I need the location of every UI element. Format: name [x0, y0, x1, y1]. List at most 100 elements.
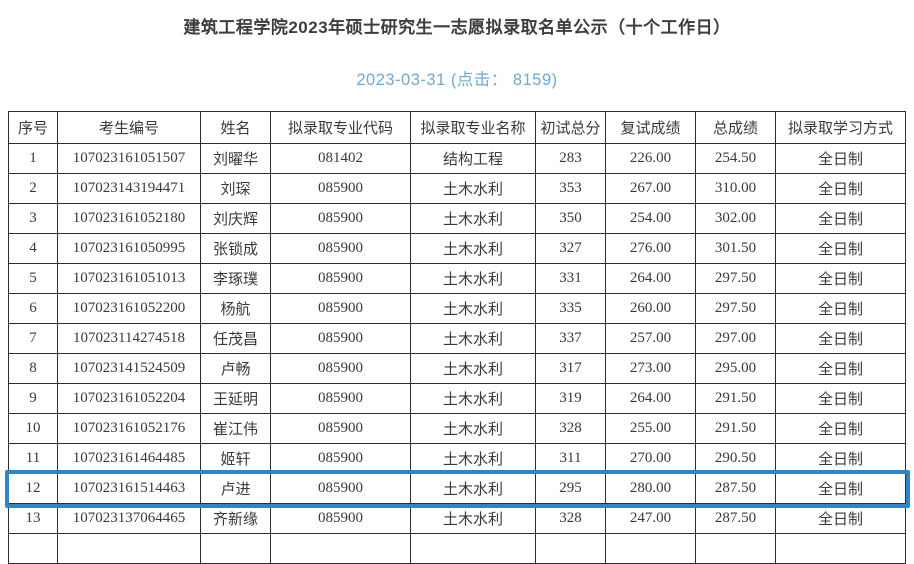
- table-row: 12 107023161514463 卢进 085900 土木水利 295 280.00 28…: [8, 473, 906, 504]
- table-row-partial: [8, 533, 906, 564]
- table-cell: 3: [8, 203, 58, 234]
- table-cell: 295: [535, 473, 606, 504]
- table-cell: 085900: [270, 263, 411, 294]
- table-cell: 全日制: [775, 263, 906, 294]
- table-cell: 295.00: [695, 353, 776, 384]
- table-cell: 全日制: [775, 503, 906, 534]
- column-header: 初试总分: [535, 111, 606, 144]
- table-cell: 107023161514463: [57, 473, 201, 504]
- table-cell: 353: [535, 173, 606, 204]
- table-row: 2 107023143194471 刘琛 085900 土木水利 353 267.00 310…: [8, 173, 906, 204]
- table-cell: 107023161050995: [57, 233, 201, 264]
- table-cell: 328: [535, 413, 606, 444]
- table-cell: 8: [8, 353, 58, 384]
- table-cell: 291.50: [695, 383, 776, 414]
- table-row: 11 107023161464485 姬轩 085900 土木水利 311 270.00 29…: [8, 443, 906, 474]
- table-cell: 齐新缘: [200, 503, 271, 534]
- column-header: 拟录取专业代码: [270, 111, 411, 144]
- page-title: 建筑工程学院2023年硕士研究生一志愿拟录取名单公示（十个工作日）: [183, 18, 731, 37]
- table-cell: 297.00: [695, 323, 776, 354]
- table-cell: 全日制: [775, 443, 906, 474]
- table-cell: 5: [8, 263, 58, 294]
- table-cell: [605, 533, 696, 564]
- table-cell: 085900: [270, 323, 411, 354]
- table-cell: 全日制: [775, 233, 906, 264]
- column-header: 拟录取学习方式: [775, 111, 906, 144]
- table-cell: 4: [8, 233, 58, 264]
- table-cell: 107023141524509: [57, 353, 201, 384]
- table-cell: 291.50: [695, 413, 776, 444]
- table-cell: 土木水利: [410, 353, 536, 384]
- table-cell: 290.50: [695, 443, 776, 474]
- table-cell: 260.00: [605, 293, 696, 324]
- table-cell: 257.00: [605, 323, 696, 354]
- table-cell: 328: [535, 503, 606, 534]
- table-cell: 107023161052204: [57, 383, 201, 414]
- table-cell: 结构工程: [410, 143, 536, 174]
- table-cell: 273.00: [605, 353, 696, 384]
- table-cell: [200, 533, 271, 564]
- table-cell: 土木水利: [410, 203, 536, 234]
- table-cell: 土木水利: [410, 473, 536, 504]
- table-cell: 12: [8, 473, 58, 504]
- table-cell: 287.50: [695, 503, 776, 534]
- table-cell: 107023137064465: [57, 503, 201, 534]
- table-cell: 226.00: [605, 143, 696, 174]
- table-cell: [410, 533, 536, 564]
- table-cell: 085900: [270, 473, 411, 504]
- table-cell: 283: [535, 143, 606, 174]
- table-row: 1 107023161051507 刘曜华 081402 结构工程 283 226.00 25…: [8, 143, 906, 174]
- table-cell: [270, 533, 411, 564]
- table-cell: 卢畅: [200, 353, 271, 384]
- table-header-row: 序号 考生编号 姓名 拟录取专业代码 拟录取专业名称 初试总分 复试成绩 总成绩 拟录取学习方式: [8, 111, 906, 144]
- table-cell: 085900: [270, 233, 411, 264]
- table-cell: 254.50: [695, 143, 776, 174]
- table-cell: 土木水利: [410, 173, 536, 204]
- table-cell: 350: [535, 203, 606, 234]
- column-header: 考生编号: [57, 111, 201, 144]
- table-cell: 1: [8, 143, 58, 174]
- table-cell: 310.00: [695, 173, 776, 204]
- table-cell: 全日制: [775, 353, 906, 384]
- table-cell: 土木水利: [410, 323, 536, 354]
- table-cell: 107023114274518: [57, 323, 201, 354]
- table-cell: 085900: [270, 353, 411, 384]
- column-header: 序号: [8, 111, 58, 144]
- table-cell: 任茂昌: [200, 323, 271, 354]
- table-row: 13 107023137064465 齐新缘 085900 土木水利 328 247.00 2…: [8, 503, 906, 534]
- publish-date-and-hits: 2023-03-31 (点击： 8159): [356, 71, 558, 89]
- table-cell: 全日制: [775, 293, 906, 324]
- table-cell: 全日制: [775, 383, 906, 414]
- table-cell: 331: [535, 263, 606, 294]
- table-cell: 李琢璞: [200, 263, 271, 294]
- table-cell: 327: [535, 233, 606, 264]
- table-cell: 335: [535, 293, 606, 324]
- table-cell: 311: [535, 443, 606, 474]
- table-cell: 085900: [270, 173, 411, 204]
- table-cell: 王延明: [200, 383, 271, 414]
- table-cell: 270.00: [605, 443, 696, 474]
- table-cell: 085900: [270, 203, 411, 234]
- table-cell: 张锁成: [200, 233, 271, 264]
- table-cell: 287.50: [695, 473, 776, 504]
- table-cell: 全日制: [775, 473, 906, 504]
- column-header: 总成绩: [695, 111, 776, 144]
- table-row: 10 107023161052176 崔江伟 085900 土木水利 328 255.00 2…: [8, 413, 906, 444]
- column-header: 复试成绩: [605, 111, 696, 144]
- table-cell: 107023143194471: [57, 173, 201, 204]
- table-row: 7 107023114274518 任茂昌 085900 土木水利 337 257.00 29…: [8, 323, 906, 354]
- table-row: 6 107023161052200 杨航 085900 土木水利 335 260.00 297…: [8, 293, 906, 324]
- table-cell: 13: [8, 503, 58, 534]
- table-cell: 土木水利: [410, 383, 536, 414]
- table-cell: 085900: [270, 293, 411, 324]
- table-cell: 刘庆辉: [200, 203, 271, 234]
- table-cell: 9: [8, 383, 58, 414]
- table-row: 8 107023141524509 卢畅 085900 土木水利 317 273.00 295…: [8, 353, 906, 384]
- table-cell: 姬轩: [200, 443, 271, 474]
- table-cell: 6: [8, 293, 58, 324]
- table-cell: 317: [535, 353, 606, 384]
- table-cell: 085900: [270, 383, 411, 414]
- table-cell: 2: [8, 173, 58, 204]
- table-cell: 全日制: [775, 143, 906, 174]
